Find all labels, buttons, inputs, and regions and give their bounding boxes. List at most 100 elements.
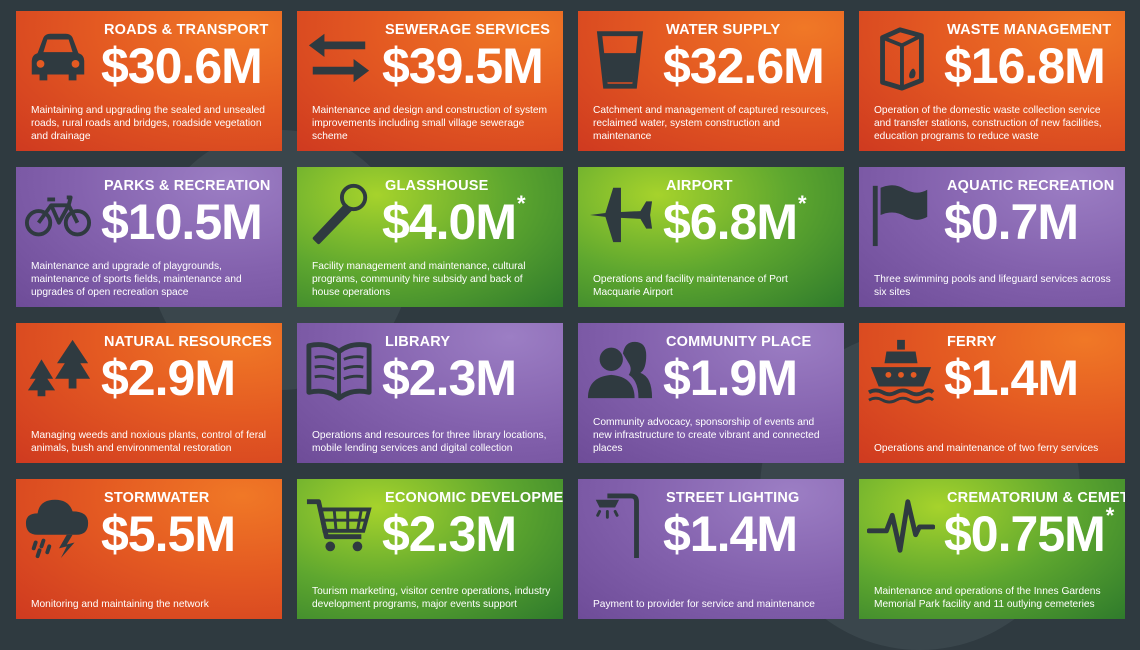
- tile-description: Monitoring and maintaining the network: [31, 599, 209, 610]
- tile-description: Maintaining and upgrading the sealed and…: [31, 105, 265, 142]
- tile-title: ECONOMIC DEVELOPMENT: [385, 490, 563, 506]
- tile-amount: $0.75M*: [944, 505, 1114, 562]
- tile-title: ROADS & TRANSPORT: [104, 22, 269, 38]
- budget-tile: WASTE MANAGEMENT $16.8M Operation of the d…: [859, 11, 1125, 151]
- tile-amount: $2.9M: [101, 350, 236, 406]
- tile-title: PARKS & RECREATION: [104, 178, 271, 194]
- tile-amount: $16.8M: [944, 38, 1106, 94]
- footnote-asterisk: *: [1105, 503, 1115, 528]
- budget-tile: STORMWATER $5.5M Monitoring and maintainin…: [16, 479, 282, 619]
- amount-value: $5.5M: [101, 506, 236, 562]
- tile-description: Maintenance and upgrade of playgrounds, …: [31, 261, 242, 298]
- bicycle-icon: [24, 179, 92, 249]
- tile-title: FERRY: [947, 334, 997, 350]
- tile-title: STORMWATER: [104, 490, 210, 506]
- amount-value: $2.9M: [101, 350, 236, 406]
- tile-amount: $39.5M: [382, 38, 544, 94]
- heartbeat-icon: [867, 491, 935, 561]
- budget-tile: CREMATORIUM & CEMETERIES$0.75M* Maintenan…: [859, 479, 1125, 619]
- budget-tile: ROADS & TRANSPORT $30.6M Maintaining and u…: [16, 11, 282, 151]
- shopping-cart-icon: [305, 491, 373, 561]
- tile-description: Maintenance and design and construction …: [312, 105, 548, 142]
- tile-title: WATER SUPPLY: [666, 22, 781, 38]
- carton-icon: [867, 23, 935, 93]
- tile-amount: $32.6M: [663, 38, 825, 94]
- tile-amount: $1.4M: [663, 506, 798, 562]
- tile-description: Operations and facility maintenance of P…: [593, 274, 788, 298]
- tile-amount: $30.6M: [101, 38, 263, 94]
- street-lamp-icon: [586, 491, 654, 561]
- tile-amount: $0.7M: [944, 194, 1079, 250]
- amount-value: $16.8M: [944, 38, 1106, 94]
- budget-tile: PARKS & RECREATION $10.5M Maintenance and …: [16, 167, 282, 307]
- flag-icon: [867, 179, 935, 249]
- tile-description: Operations and maintenance of two ferry …: [874, 443, 1099, 454]
- tile-description: Maintenance and operations of the Innes …: [874, 586, 1101, 610]
- budget-tile: FERRY $1.4M Operations and maintenance of …: [859, 323, 1125, 463]
- amount-value: $1.4M: [944, 350, 1079, 406]
- footnote-asterisk: *: [797, 191, 807, 216]
- tile-description: Tourism marketing, visitor centre operat…: [312, 586, 551, 610]
- amount-value: $0.75M: [944, 506, 1106, 562]
- tile-description: Payment to provider for service and main…: [593, 599, 815, 610]
- budget-tile: SEWERAGE SERVICES $39.5M Maintenance and d…: [297, 11, 563, 151]
- book-icon: [305, 335, 373, 405]
- tile-title: AQUATIC RECREATION: [947, 178, 1115, 194]
- amount-value: $10.5M: [101, 194, 263, 250]
- tile-amount: $2.3M: [382, 350, 517, 406]
- amount-value: $39.5M: [382, 38, 544, 94]
- tile-title: COMMUNITY PLACE: [666, 334, 812, 350]
- tile-amount: $1.4M: [944, 350, 1079, 406]
- footnote-asterisk: *: [516, 191, 526, 216]
- tile-amount: $5.5M: [101, 506, 236, 562]
- budget-tile: LIBRARY $2.3M Operations and resources for…: [297, 323, 563, 463]
- amount-value: $30.6M: [101, 38, 263, 94]
- airplane-icon: [586, 179, 654, 249]
- tile-description: Catchment and management of captured res…: [593, 105, 829, 142]
- amount-value: $4.0M: [382, 194, 517, 250]
- tile-amount: $10.5M: [101, 194, 263, 250]
- budget-tile: AIRPORT $6.8M* Operations and facility mai…: [578, 167, 844, 307]
- people-icon: [586, 335, 654, 405]
- budget-tile: ECONOMIC DEVELOPMENT$2.3M Tourism marketi…: [297, 479, 563, 619]
- tile-description: Three swimming pools and lifeguard servi…: [874, 274, 1111, 298]
- car-icon: [24, 23, 92, 93]
- arrows-icon: [305, 23, 373, 93]
- tile-description: Operations and resources for three libra…: [312, 430, 547, 454]
- budget-grid: ROADS & TRANSPORT $30.6M Maintaining and u…: [16, 11, 1125, 619]
- budget-tile: GLASSHOUSE $4.0M* Facility management and …: [297, 167, 563, 307]
- tile-description: Community advocacy, sponsorship of event…: [593, 417, 820, 454]
- tile-title: STREET LIGHTING: [666, 490, 800, 506]
- ferry-icon: [867, 335, 935, 405]
- budget-tile: COMMUNITY PLACE $1.9M Community advocacy, …: [578, 323, 844, 463]
- tile-amount: $6.8M*: [663, 193, 806, 250]
- tile-amount: $4.0M*: [382, 193, 525, 250]
- amount-value: $1.4M: [663, 506, 798, 562]
- amount-value: $32.6M: [663, 38, 825, 94]
- amount-value: $2.3M: [382, 350, 517, 406]
- budget-tile: NATURAL RESOURCES $2.9M Managing weeds and…: [16, 323, 282, 463]
- tile-description: Managing weeds and noxious plants, contr…: [31, 430, 267, 454]
- tile-title: CREMATORIUM & CEMETERIES: [947, 490, 1125, 506]
- trees-icon: [24, 335, 92, 405]
- tile-title: NATURAL RESOURCES: [104, 334, 273, 350]
- tile-amount: $2.3M: [382, 506, 517, 562]
- tile-title: GLASSHOUSE: [385, 178, 489, 194]
- tile-title: WASTE MANAGEMENT: [947, 22, 1112, 38]
- amount-value: $0.7M: [944, 194, 1079, 250]
- microphone-icon: [305, 179, 373, 249]
- glass-icon: [586, 23, 654, 93]
- tile-title: AIRPORT: [666, 178, 733, 194]
- budget-tile: STREET LIGHTING $1.4M Payment to provider …: [578, 479, 844, 619]
- tile-amount: $1.9M: [663, 350, 798, 406]
- storm-cloud-icon: [24, 491, 92, 561]
- tile-title: LIBRARY: [385, 334, 451, 350]
- tile-description: Operation of the domestic waste collecti…: [874, 105, 1102, 142]
- budget-tile: WATER SUPPLY $32.6M Catchment and manageme…: [578, 11, 844, 151]
- budget-tile: AQUATIC RECREATION $0.7M Three swimming po…: [859, 167, 1125, 307]
- amount-value: $6.8M: [663, 194, 798, 250]
- tile-description: Facility management and maintenance, cul…: [312, 261, 526, 298]
- amount-value: $2.3M: [382, 506, 517, 562]
- amount-value: $1.9M: [663, 350, 798, 406]
- tile-title: SEWERAGE SERVICES: [385, 22, 551, 38]
